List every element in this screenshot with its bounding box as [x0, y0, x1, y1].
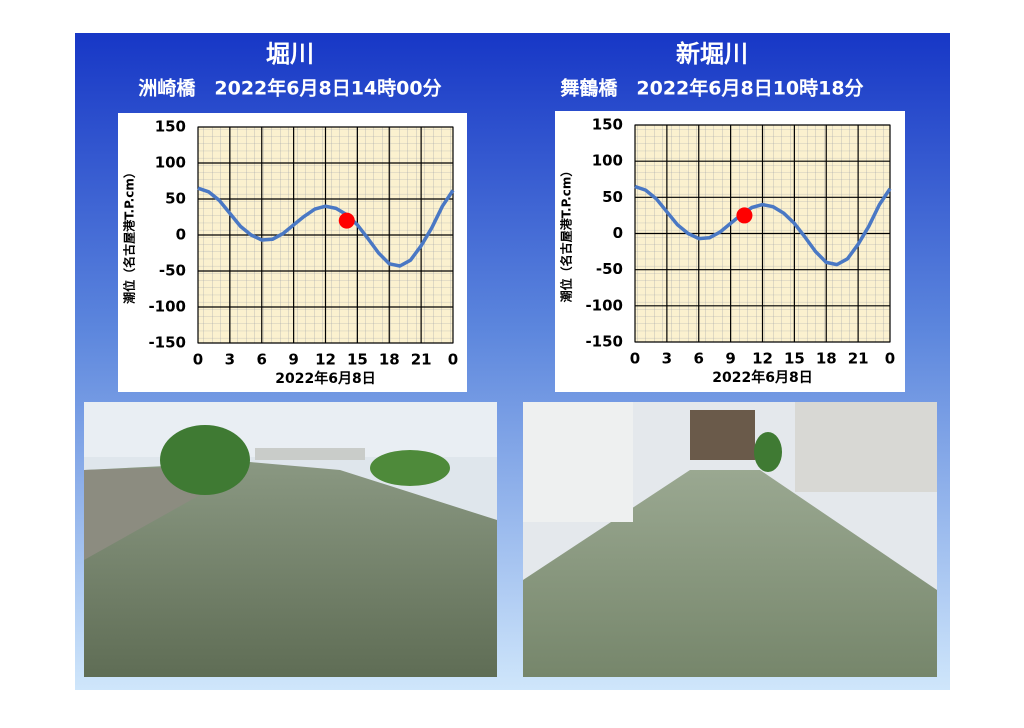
current-point: [736, 207, 753, 224]
y-tick-label: -50: [596, 260, 623, 278]
x-axis-label: 2022年6月8日: [712, 369, 812, 386]
y-tick-label: 100: [155, 154, 186, 172]
x-tick-label: 6: [694, 350, 704, 368]
x-tick-label: 0: [630, 350, 640, 368]
photo-left: [84, 402, 497, 677]
y-tick-label: 150: [592, 116, 623, 134]
y-tick-label: -150: [148, 334, 186, 352]
x-axis-label: 2022年6月8日: [275, 370, 375, 387]
y-axis-label: 潮位（名古屋港T.P.cm）: [122, 166, 137, 304]
y-tick-label: -100: [585, 296, 623, 314]
x-tick-label: 3: [225, 351, 235, 369]
y-tick-label: -50: [159, 262, 186, 280]
y-axis-label: 潮位（名古屋港T.P.cm）: [559, 165, 574, 303]
x-tick-label: 9: [288, 351, 298, 369]
x-tick-label: 21: [848, 350, 869, 368]
x-tick-label: 0: [193, 351, 203, 369]
current-point: [338, 212, 355, 229]
x-tick-label: 12: [315, 351, 336, 369]
x-tick-label: 15: [784, 350, 805, 368]
y-tick-label: 0: [613, 224, 623, 242]
y-tick-label: 150: [155, 118, 186, 136]
x-tick-label: 6: [257, 351, 267, 369]
x-tick-label: 18: [379, 351, 400, 369]
y-tick-label: -150: [585, 333, 623, 351]
x-tick-label: 21: [411, 351, 432, 369]
tide-line: [634, 184, 892, 267]
tide-line: [197, 186, 455, 268]
chart-subtitle: 舞鶴橋 2022年6月8日10時18分: [560, 77, 863, 100]
chart-subtitle: 洲崎橋 2022年6月8日14時00分: [138, 77, 441, 100]
photo-right: [523, 402, 937, 677]
x-tick-label: 12: [752, 350, 773, 368]
x-tick-label: 3: [662, 350, 672, 368]
chart-title: 新堀川: [676, 40, 748, 68]
x-tick-label: 0: [448, 351, 458, 369]
x-tick-label: 18: [816, 350, 837, 368]
y-tick-label: 50: [602, 188, 623, 206]
y-tick-label: -100: [148, 298, 186, 316]
x-tick-label: 9: [725, 350, 735, 368]
x-tick-label: 0: [885, 350, 895, 368]
chart-title: 堀川: [266, 40, 314, 68]
y-tick-label: 0: [176, 226, 186, 244]
x-tick-label: 15: [347, 351, 368, 369]
y-tick-label: 100: [592, 152, 623, 170]
y-tick-label: 50: [165, 190, 186, 208]
